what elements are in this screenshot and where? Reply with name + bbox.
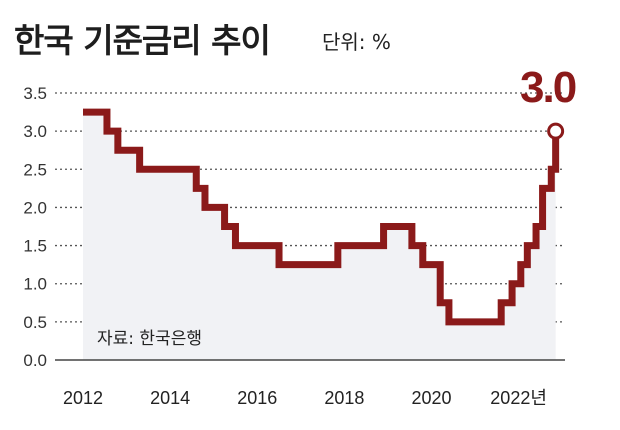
x-tick-label: 2014 (150, 388, 190, 408)
x-tick-label: 2022년 (490, 388, 547, 408)
latest-rate-callout: 3.0 (520, 63, 576, 112)
y-tick-label: 1.5 (23, 237, 47, 256)
y-tick-label: 2.0 (23, 198, 47, 217)
y-tick-labels: 0.0 0.5 1.0 1.5 2.0 2.5 3.0 3.5 (23, 84, 47, 370)
unit-label: 단위: % (322, 30, 391, 54)
y-tick-label: 1.0 (23, 275, 47, 294)
source-label: 자료: 한국은행 (97, 329, 202, 349)
y-tick-label: 3.0 (23, 122, 47, 141)
y-tick-label: 0.5 (23, 313, 47, 332)
x-tick-labels: 2012 2014 2016 2018 2020 2022년 (63, 388, 547, 408)
x-tick-label: 2012 (63, 388, 103, 408)
y-tick-label: 0.0 (23, 351, 47, 370)
x-tick-label: 2020 (411, 388, 451, 408)
rate-step-line (83, 108, 560, 326)
y-tick-label: 3.5 (23, 84, 47, 103)
y-tick-label: 2.5 (23, 160, 47, 179)
chart-title: 한국 기준금리 추이 (14, 21, 271, 60)
x-tick-label: 2018 (324, 388, 364, 408)
latest-rate-marker (547, 122, 565, 140)
x-tick-label: 2016 (237, 388, 277, 408)
